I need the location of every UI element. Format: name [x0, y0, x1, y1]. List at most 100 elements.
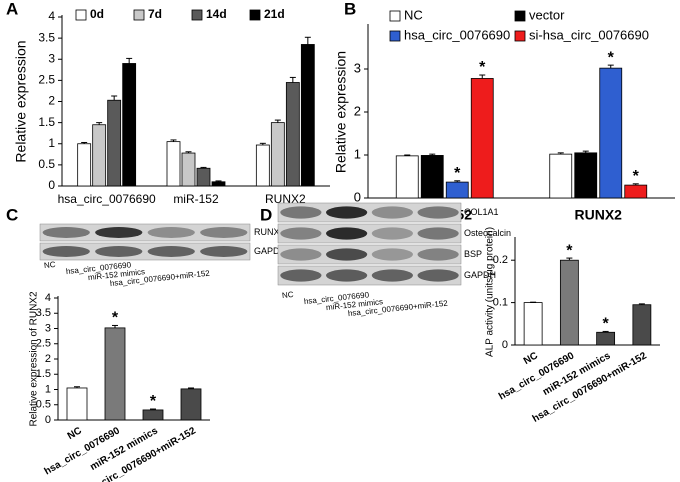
blot-lane-label: NC [43, 260, 56, 270]
y-tick-label: 4 [45, 292, 51, 304]
y-tick-label: 1 [354, 146, 361, 161]
bar [142, 409, 164, 421]
blot-strip [39, 223, 251, 242]
y-tick-label: 0 [45, 414, 51, 426]
bar [395, 155, 419, 199]
blot-band [42, 227, 90, 238]
y-tick-label: 3.5 [36, 307, 51, 319]
bar [211, 181, 226, 187]
bar [470, 78, 494, 199]
blot-band [147, 246, 195, 257]
blot-band [371, 248, 413, 261]
y-tick-label: 1 [48, 136, 55, 150]
blot-band [371, 227, 413, 240]
blot-strip [277, 202, 462, 223]
blot-band [326, 248, 368, 261]
legend-swatch [133, 9, 145, 21]
blot-band [280, 248, 322, 261]
y-tick-label: 0 [48, 178, 55, 192]
y-tick-label: 2 [45, 353, 51, 365]
blot-row-label: GAPDH [464, 270, 496, 280]
blot-band [200, 246, 248, 257]
bar [166, 141, 181, 187]
blot-band [417, 248, 459, 261]
bar [300, 44, 315, 187]
blot-band [417, 269, 459, 282]
y-tick-label: 3 [48, 51, 55, 65]
bar [523, 302, 543, 346]
blot-band [95, 227, 143, 238]
bar [180, 388, 202, 421]
blot-row-label: RUNX2 [254, 227, 285, 237]
blot-band [280, 206, 322, 219]
blot-band [42, 246, 90, 257]
panel-label: C [6, 205, 18, 224]
legend-label: 7d [148, 7, 162, 21]
bar [270, 122, 285, 187]
y-axis-label: Relative expression of RUNX2 [29, 291, 40, 426]
y-axis-label: Relative expression [333, 51, 349, 173]
panel-label: D [260, 205, 272, 224]
legend-swatch [389, 10, 401, 22]
blot-row-label: COL1A1 [464, 207, 499, 217]
blot-band [371, 269, 413, 282]
x-tick-label: RUNX2 [265, 192, 306, 206]
bar [196, 167, 211, 187]
y-tick-label: 0.1 [493, 297, 508, 309]
legend-swatch [191, 9, 203, 21]
legend-label: NC [404, 7, 423, 22]
x-tick-label: NC [522, 350, 540, 367]
y-tick-label: 1.5 [38, 115, 55, 129]
blot-row-label: Osteocalcin [464, 228, 511, 238]
bar [624, 184, 648, 199]
blot-band [95, 246, 143, 257]
legend-swatch [389, 30, 401, 42]
legend-label: 14d [206, 7, 227, 21]
blot-lane-label: NC [281, 290, 294, 300]
x-tick-label: hsa_circ_0076690 [58, 192, 156, 206]
blot-band [147, 227, 195, 238]
significance: * [633, 168, 640, 185]
legend-label: 21d [264, 7, 285, 21]
y-tick-label: 3 [354, 60, 361, 75]
y-tick-label: 3.5 [38, 30, 55, 44]
blot-band [280, 227, 322, 240]
bar [574, 152, 598, 199]
legend-swatch [514, 30, 526, 42]
bar [92, 124, 107, 187]
significance: * [479, 59, 486, 76]
x-tick-label: RUNX2 [575, 207, 623, 223]
y-tick-label: 0.2 [493, 254, 508, 266]
blot-strip [277, 223, 462, 244]
blot-row-label: GAPDH [254, 246, 286, 256]
y-tick-label: 2.5 [38, 73, 55, 87]
blot-strip [277, 244, 462, 265]
legend-label: vector [529, 7, 565, 22]
legend-label: si-hsa_circ_0076690 [529, 27, 649, 42]
blot-band [371, 206, 413, 219]
bar [445, 181, 469, 199]
legend-label: hsa_circ_0076690 [404, 27, 510, 42]
blot-band [326, 206, 368, 219]
blot-band [326, 269, 368, 282]
panel-label: B [344, 0, 356, 18]
bar [255, 144, 270, 187]
significance: * [454, 165, 461, 182]
y-tick-label: 2.5 [36, 338, 51, 350]
blot-row-label: BSP [464, 249, 482, 259]
legend-swatch [75, 9, 87, 21]
blot-band [417, 206, 459, 219]
y-tick-label: 2 [354, 103, 361, 118]
significance: * [112, 310, 119, 327]
bar [420, 155, 444, 199]
bar [104, 327, 126, 421]
y-tick-label: 1.5 [36, 368, 51, 380]
x-tick-label: miR-152 [173, 192, 219, 206]
y-axis-label: ALP activity (units/μg protein) [485, 227, 496, 357]
panel-label: A [6, 0, 18, 18]
bar [122, 63, 137, 187]
significance: * [566, 242, 573, 259]
bar [549, 153, 573, 199]
y-tick-label: 0.5 [36, 399, 51, 411]
y-tick-label: 2 [48, 94, 55, 108]
